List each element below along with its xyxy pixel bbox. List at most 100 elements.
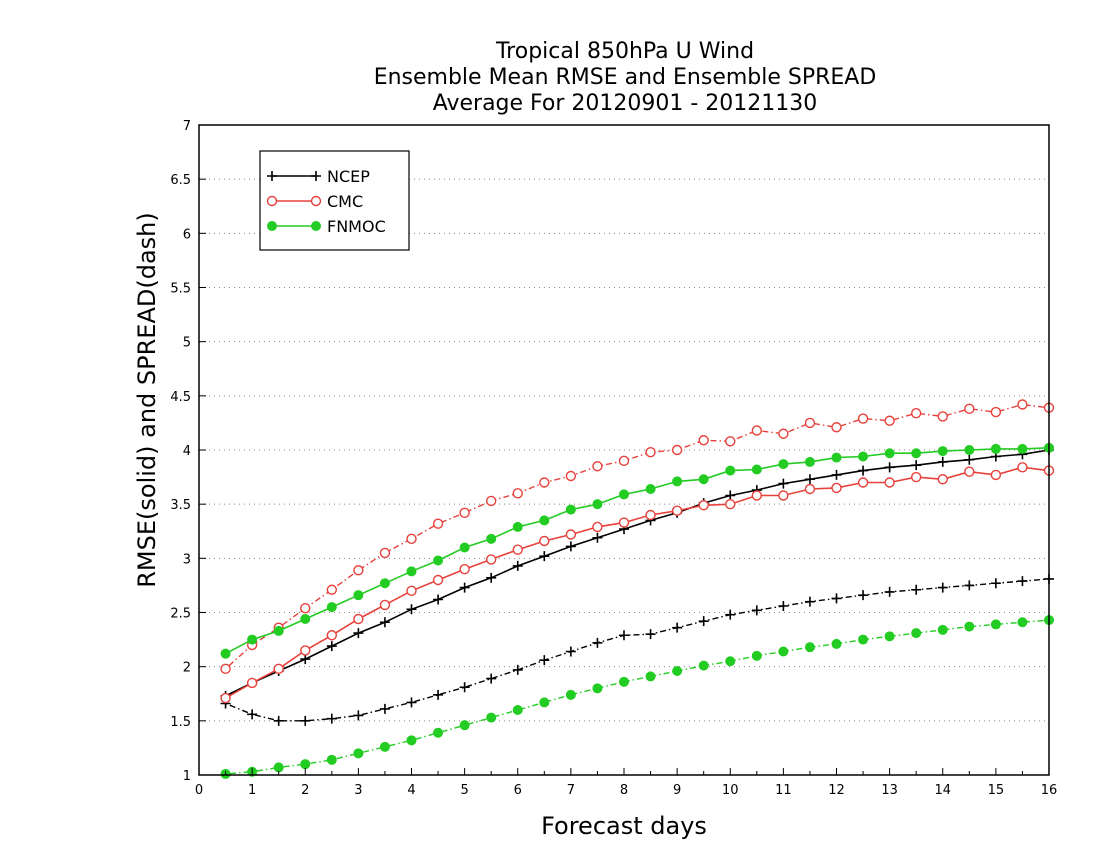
fnmoc-spread-point xyxy=(804,642,815,653)
ncep-spread-point xyxy=(273,715,284,726)
fnmoc-rmse-point xyxy=(433,555,444,566)
cmc-rmse-point xyxy=(326,630,338,641)
fnmoc-rmse-point xyxy=(804,456,815,467)
fnmoc-spread-point xyxy=(433,727,444,738)
cmc-rmse-point xyxy=(592,521,603,533)
ncep-spread-point xyxy=(433,689,444,700)
ncep-spread-point xyxy=(804,596,815,607)
ncep-spread-point xyxy=(592,637,603,648)
cmc-spread-point xyxy=(565,470,577,482)
fnmoc-rmse-point xyxy=(698,474,709,485)
ncep-spread-point xyxy=(990,578,1001,589)
fnmoc-rmse-point xyxy=(672,476,683,487)
fnmoc-spread-point xyxy=(964,621,975,632)
ncep-spread-point xyxy=(937,582,948,593)
ncep-rmse-point xyxy=(486,572,497,583)
cmc-rmse-point xyxy=(671,505,683,516)
ncep-rmse-point xyxy=(406,604,417,615)
ncep-spread-point xyxy=(565,646,576,657)
fnmoc-rmse-point xyxy=(1017,443,1028,454)
cmc-rmse-point xyxy=(964,466,975,477)
fnmoc-rmse-point xyxy=(725,465,736,476)
ncep-spread-point xyxy=(672,622,683,633)
legend-marker-ncep xyxy=(267,171,277,181)
fnmoc-rmse-point xyxy=(486,533,497,544)
ncep-spread-point xyxy=(858,590,869,601)
cmc-spread-line xyxy=(225,403,1050,670)
cmc-spread-point xyxy=(459,507,470,519)
cmc-spread-point xyxy=(220,663,231,675)
fnmoc-spread-point xyxy=(486,712,497,723)
axis-ticks: 0 1 2 3 4 5 6 7 8 9 10 11 12 13 14 15 1611.522.533.544.5… xyxy=(170,119,1057,798)
cmc-spread-point xyxy=(379,547,391,559)
ncep-spread-series xyxy=(220,573,1054,726)
cmc-spread-point xyxy=(857,413,869,424)
cmc-spread-point xyxy=(326,584,338,595)
cmc-rmse-point xyxy=(910,471,922,483)
x-tick-label: 15 xyxy=(988,783,1005,798)
fnmoc-spread-line xyxy=(225,619,1050,775)
ncep-rmse-point xyxy=(379,617,390,628)
cmc-rmse-point xyxy=(459,563,470,575)
fnmoc-rmse-point xyxy=(831,452,842,463)
fnmoc-spread-point xyxy=(619,676,629,687)
ncep-spread-point xyxy=(751,605,762,616)
cmc-rmse-point xyxy=(990,469,1002,481)
x-tick-label: 2 xyxy=(301,783,309,798)
x-tick-label: 7 xyxy=(567,783,575,798)
ncep-spread-point xyxy=(247,709,258,720)
cmc-rmse-point xyxy=(857,477,869,488)
fnmoc-spread-point xyxy=(273,762,284,773)
fnmoc-spread-point xyxy=(1017,617,1028,628)
fnmoc-rmse-point xyxy=(353,590,364,601)
fnmoc-spread-point xyxy=(353,748,364,759)
x-axis-title: Forecast days xyxy=(541,812,707,840)
cmc-spread-point xyxy=(698,435,709,446)
legend-marker-cmc xyxy=(266,195,278,207)
ncep-rmse-point xyxy=(831,469,842,480)
cmc-spread-point xyxy=(432,518,444,529)
ncep-rmse-point xyxy=(778,478,789,489)
fnmoc-rmse-point xyxy=(300,614,311,624)
cmc-rmse-point xyxy=(831,482,842,494)
ncep-rmse-point xyxy=(884,462,895,473)
ncep-spread-point xyxy=(1017,576,1028,587)
fnmoc-spread-point xyxy=(406,735,417,746)
ncep-spread-point xyxy=(353,710,364,721)
cmc-rmse-line xyxy=(225,466,1050,699)
ncep-spread-point xyxy=(645,629,656,640)
y-tick-label: 6.5 xyxy=(170,173,191,188)
cmc-spread-point xyxy=(645,446,656,458)
fnmoc-rmse-point xyxy=(512,521,523,532)
ncep-rmse-point xyxy=(725,490,736,501)
y-tick-label: 2 xyxy=(183,661,191,676)
cmc-spread-point xyxy=(964,403,975,415)
title-line-3: Average For 20120901 - 20121130 xyxy=(433,91,818,116)
ncep-spread-point xyxy=(539,655,550,666)
fnmoc-rmse-point xyxy=(778,459,789,470)
title-line-1: Tropical 850hPa U Wind xyxy=(495,39,754,64)
cmc-rmse-point xyxy=(725,498,736,510)
cmc-rmse-series xyxy=(220,462,1055,704)
cmc-rmse-point xyxy=(884,477,895,488)
ncep-spread-point xyxy=(379,703,390,714)
cmc-rmse-point xyxy=(618,517,630,528)
fnmoc-spread-point xyxy=(751,650,762,661)
y-tick-label: 6 xyxy=(183,227,191,242)
fnmoc-spread-point xyxy=(698,660,709,671)
x-tick-label: 6 xyxy=(514,783,522,798)
cmc-spread-point xyxy=(937,411,948,422)
x-tick-label: 8 xyxy=(620,783,628,798)
x-tick-label: 10 xyxy=(722,783,739,798)
cmc-spread-point xyxy=(406,533,417,545)
fnmoc-rmse-point xyxy=(619,489,629,500)
ncep-rmse-point xyxy=(937,456,948,467)
cmc-spread-point xyxy=(539,477,550,488)
ncep-spread-point xyxy=(725,609,736,620)
cmc-spread-point xyxy=(671,444,683,456)
cmc-spread-point xyxy=(618,455,630,467)
fnmoc-spread-point xyxy=(645,671,656,682)
y-tick-label: 3.5 xyxy=(170,498,191,513)
fnmoc-rmse-point xyxy=(645,484,656,494)
fnmoc-rmse-point xyxy=(220,648,231,659)
